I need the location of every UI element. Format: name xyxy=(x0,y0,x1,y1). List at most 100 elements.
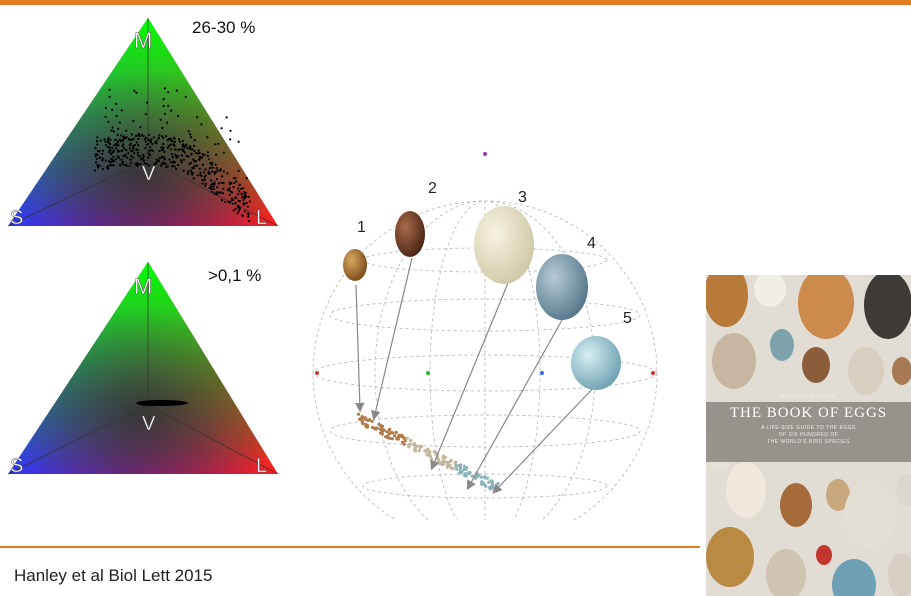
scatter-point xyxy=(222,187,225,190)
egg-color-point xyxy=(470,474,474,478)
egg-color-point xyxy=(458,466,462,470)
scatter-point xyxy=(169,161,172,164)
scatter-point xyxy=(163,112,166,115)
top-label-s: S xyxy=(10,207,23,229)
scatter-point xyxy=(111,151,114,154)
scatter-point xyxy=(180,154,183,157)
scatter-point xyxy=(114,158,117,161)
scatter-point xyxy=(96,136,99,139)
scatter-point xyxy=(244,193,247,196)
egg-color-point xyxy=(390,437,394,441)
scatter-point xyxy=(220,127,223,130)
scatter-point xyxy=(121,162,124,165)
scatter-point xyxy=(110,164,113,167)
scatter-point xyxy=(106,141,109,144)
scatter-point xyxy=(130,138,134,141)
scatter-point xyxy=(208,172,211,175)
scatter-point xyxy=(216,169,219,172)
scatter-point xyxy=(232,209,235,212)
bottom-label-m: M xyxy=(134,274,152,299)
scatter-point xyxy=(99,139,102,142)
scatter-point xyxy=(187,130,190,133)
book-subtitle-2: OF SIX HUNDRED OF xyxy=(778,432,839,438)
scatter-point xyxy=(117,156,120,160)
scatter-point xyxy=(162,136,165,139)
egg-color-point xyxy=(356,412,361,416)
scatter-point xyxy=(216,191,219,194)
scatter-point xyxy=(107,137,110,140)
scatter-point xyxy=(131,149,134,153)
scatter-point xyxy=(96,143,99,146)
scatter-point xyxy=(125,129,128,132)
egg-color-point xyxy=(464,474,468,478)
scatter-point xyxy=(226,172,229,175)
book-author: MARK E. HAUBER xyxy=(780,395,837,400)
scatter-point xyxy=(165,135,168,138)
scatter-point xyxy=(113,144,116,147)
scatter-point xyxy=(104,159,107,162)
scatter-point xyxy=(139,126,142,129)
scatter-point xyxy=(136,151,139,154)
scatter-point xyxy=(143,138,146,141)
scatter-point xyxy=(203,154,206,157)
scatter-point xyxy=(119,140,123,143)
scatter-point xyxy=(206,154,209,158)
scatter-point xyxy=(163,156,166,159)
egg-color-point xyxy=(428,450,432,454)
scatter-point xyxy=(125,149,128,152)
scatter-point xyxy=(124,137,127,140)
scatter-point xyxy=(155,139,158,142)
scatter-point xyxy=(232,177,235,180)
egg-color-point xyxy=(417,449,421,453)
scatter-point xyxy=(115,147,118,150)
scatter-point xyxy=(206,136,209,139)
scatter-point xyxy=(201,153,204,156)
scatter-point xyxy=(236,193,240,196)
scatter-point xyxy=(240,214,244,217)
scatter-point xyxy=(231,202,234,205)
scatter-point xyxy=(191,148,194,151)
scatter-point xyxy=(127,152,130,155)
scatter-point xyxy=(96,165,100,168)
scatter-point xyxy=(132,156,135,159)
egg-color-point xyxy=(480,480,484,484)
scatter-point xyxy=(209,162,212,165)
scatter-point xyxy=(160,146,163,149)
egg-1-image xyxy=(343,249,367,281)
scatter-point xyxy=(199,157,202,160)
egg-color-point xyxy=(361,421,365,426)
scatter-point xyxy=(207,170,210,173)
scatter-point xyxy=(96,163,99,167)
egg-color-point xyxy=(459,463,463,467)
scatter-point xyxy=(104,115,107,118)
scatter-point xyxy=(163,162,166,165)
scatter-point xyxy=(229,190,232,193)
scatter-point xyxy=(219,168,222,171)
scatter-point xyxy=(151,142,154,145)
scatter-point xyxy=(162,104,165,108)
scatter-point xyxy=(98,150,101,153)
scatter-point xyxy=(203,171,206,174)
scatter-point xyxy=(238,183,241,186)
scatter-point xyxy=(171,165,174,168)
scatter-point xyxy=(135,91,138,94)
scatter-point xyxy=(178,140,182,143)
scatter-point xyxy=(104,106,107,109)
top-label-v: V xyxy=(142,163,156,185)
scatter-point xyxy=(144,147,147,150)
scatter-point xyxy=(203,175,207,178)
scatter-point xyxy=(217,182,220,185)
egg-color-point xyxy=(420,444,424,448)
scatter-point xyxy=(233,181,236,185)
scatter-point xyxy=(147,164,150,167)
scatter-point xyxy=(133,144,136,147)
scatter-point xyxy=(133,89,136,92)
scatter-point xyxy=(116,149,119,152)
scatter-point xyxy=(238,200,242,203)
scatter-point xyxy=(243,210,246,213)
egg-color-point xyxy=(473,476,478,480)
scatter-point xyxy=(145,162,148,165)
scatter-point xyxy=(128,164,131,168)
egg-color-point xyxy=(443,455,448,459)
scatter-point xyxy=(121,145,124,148)
